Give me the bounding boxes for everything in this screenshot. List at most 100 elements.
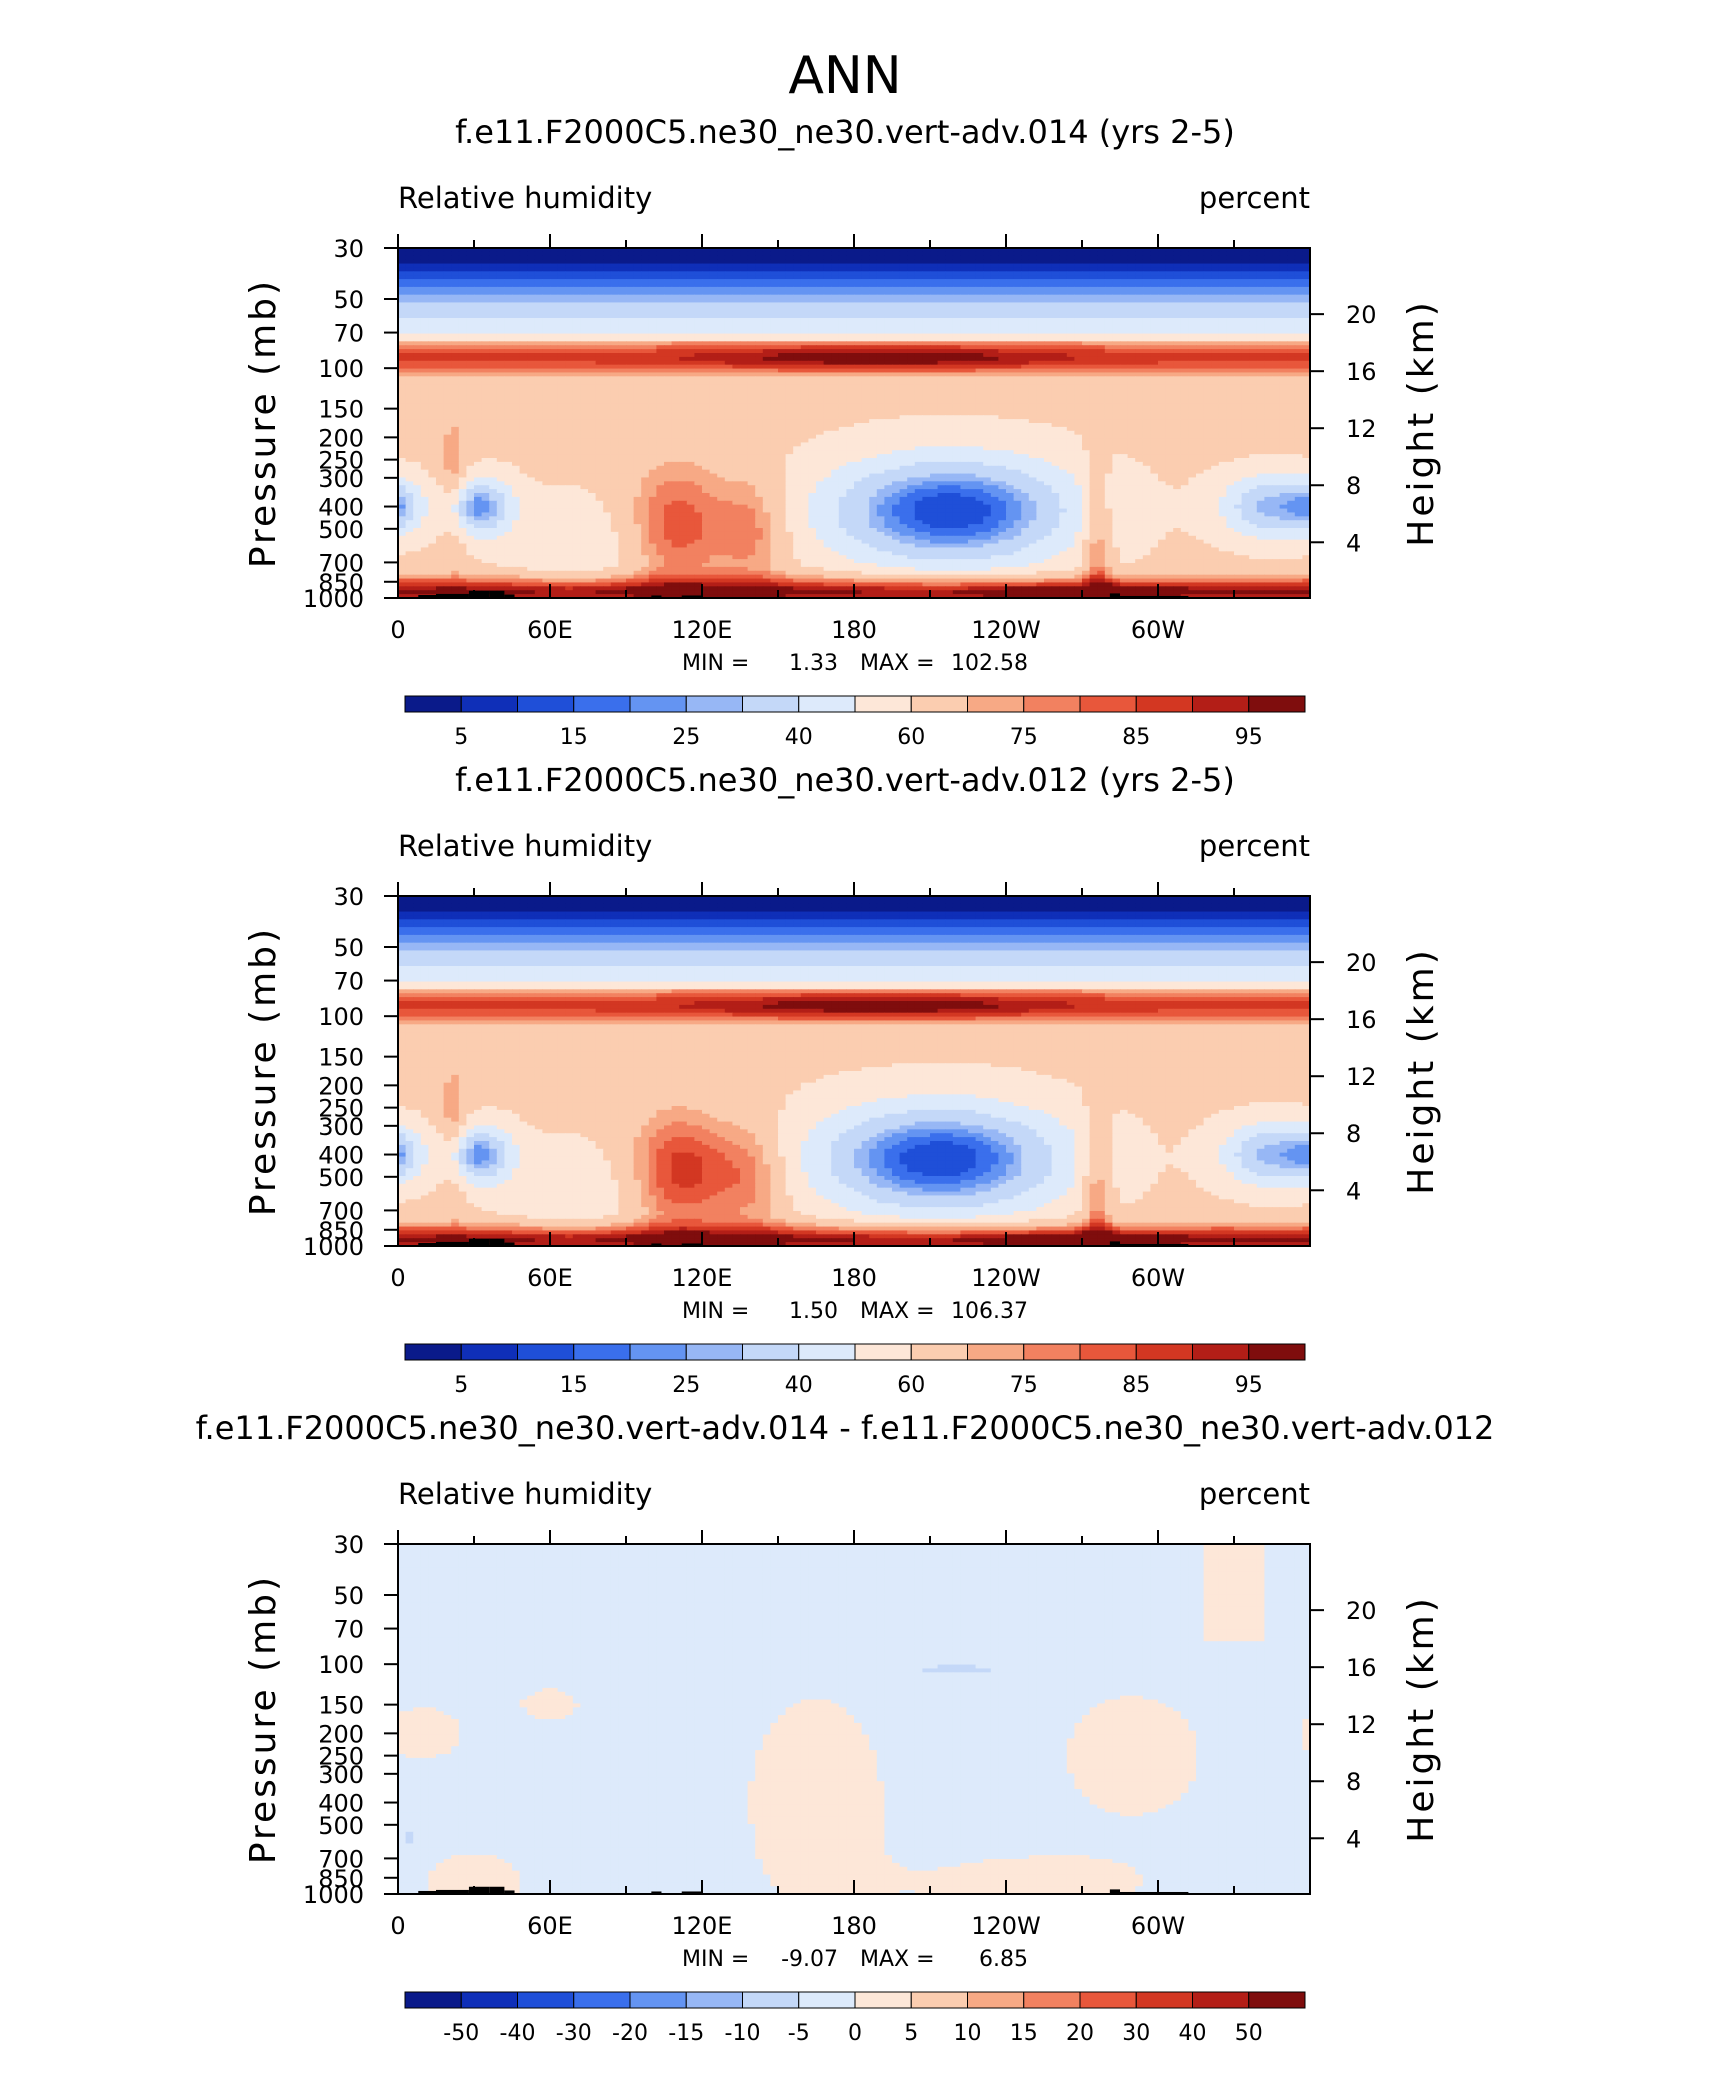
- field-cell: [1142, 279, 1151, 284]
- field-cell: [656, 259, 665, 265]
- field-cell: [1036, 255, 1045, 261]
- field-cell: [1272, 360, 1281, 366]
- field-cell: [1112, 248, 1121, 253]
- field-cell: [1036, 345, 1045, 350]
- field-cell: [983, 391, 992, 397]
- field-cell: [1051, 321, 1060, 327]
- field-cell: [1173, 349, 1182, 354]
- field-cell: [451, 251, 460, 257]
- field-cell: [641, 380, 650, 385]
- field-cell: [968, 341, 977, 346]
- field-cell: [542, 286, 551, 292]
- field-cell: [1256, 380, 1265, 385]
- field-cell: [1249, 356, 1258, 362]
- field-cell: [1104, 325, 1113, 331]
- field-cell: [679, 337, 688, 342]
- field-cell: [945, 364, 954, 370]
- field-cell: [550, 395, 559, 401]
- field-cell: [762, 259, 771, 265]
- field-cell: [732, 290, 741, 296]
- field-cell: [724, 283, 733, 288]
- field-cell: [451, 302, 460, 307]
- field-cell: [398, 403, 407, 409]
- field-cell: [405, 337, 414, 342]
- field-cell: [519, 298, 528, 304]
- field-cell: [952, 372, 961, 377]
- field-cell: [892, 290, 901, 296]
- field-cell: [930, 356, 939, 362]
- field-cell: [808, 372, 817, 377]
- field-cell: [876, 283, 885, 288]
- field-cell: [641, 399, 650, 405]
- field-cell: [648, 263, 657, 269]
- field-cell: [1089, 290, 1098, 296]
- field-cell: [1279, 286, 1288, 292]
- field-cell: [1066, 275, 1075, 280]
- field-cell: [907, 267, 916, 272]
- field-cell: [823, 388, 832, 393]
- field-cell: [550, 310, 559, 315]
- field-cell: [436, 294, 445, 300]
- field-cell: [648, 318, 657, 323]
- field-cell: [679, 380, 688, 385]
- field-cell: [1059, 399, 1068, 405]
- field-cell: [1082, 372, 1091, 377]
- field-cell: [968, 337, 977, 342]
- field-cell: [1211, 349, 1220, 354]
- field-cell: [861, 314, 870, 319]
- field-cell: [1272, 391, 1281, 397]
- field-cell: [899, 376, 908, 381]
- field-cell: [656, 314, 665, 319]
- field-cell: [481, 333, 490, 339]
- field-cell: [740, 310, 749, 315]
- field-cell: [770, 333, 779, 339]
- field-cell: [990, 302, 999, 307]
- field-cell: [1104, 321, 1113, 327]
- field-cell: [1218, 395, 1227, 401]
- field-cell: [489, 298, 498, 304]
- field-cell: [1142, 376, 1151, 381]
- field-cell: [1203, 384, 1212, 389]
- field-cell: [854, 263, 863, 269]
- field-cell: [1013, 384, 1022, 389]
- field-cell: [1226, 388, 1235, 393]
- field-cell: [542, 259, 551, 265]
- field-cell: [1272, 321, 1281, 327]
- field-cell: [1158, 395, 1167, 401]
- field-cell: [1256, 318, 1265, 323]
- field-cell: [626, 337, 635, 342]
- field-cell: [686, 399, 695, 405]
- field-cell: [1021, 310, 1030, 315]
- field-cell: [1112, 372, 1121, 377]
- field-cell: [702, 356, 711, 362]
- field-cell: [686, 403, 695, 409]
- field-cell: [884, 286, 893, 292]
- field-cell: [542, 380, 551, 385]
- field-cell: [1066, 376, 1075, 381]
- field-cell: [747, 376, 756, 381]
- field-cell: [1249, 345, 1258, 350]
- field-cell: [1165, 341, 1174, 346]
- field-cell: [648, 364, 657, 370]
- field-cell: [1135, 275, 1144, 280]
- field-cell: [1188, 368, 1197, 374]
- field-cell: [656, 376, 665, 381]
- field-cell: [1036, 380, 1045, 385]
- field-cell: [1249, 337, 1258, 342]
- field-cell: [610, 345, 619, 350]
- field-cell: [854, 376, 863, 381]
- field-cell: [793, 255, 802, 261]
- field-cell: [466, 353, 475, 358]
- field-cell: [664, 329, 673, 335]
- field-cell: [420, 318, 429, 323]
- field-cell: [481, 302, 490, 307]
- field-cell: [1112, 364, 1121, 370]
- field-cell: [968, 333, 977, 339]
- field-cell: [960, 403, 969, 409]
- field-cell: [618, 251, 627, 257]
- field-cell: [990, 333, 999, 339]
- field-cell: [1264, 275, 1273, 280]
- field-cell: [823, 403, 832, 409]
- field-cell: [550, 388, 559, 393]
- field-cell: [1142, 318, 1151, 323]
